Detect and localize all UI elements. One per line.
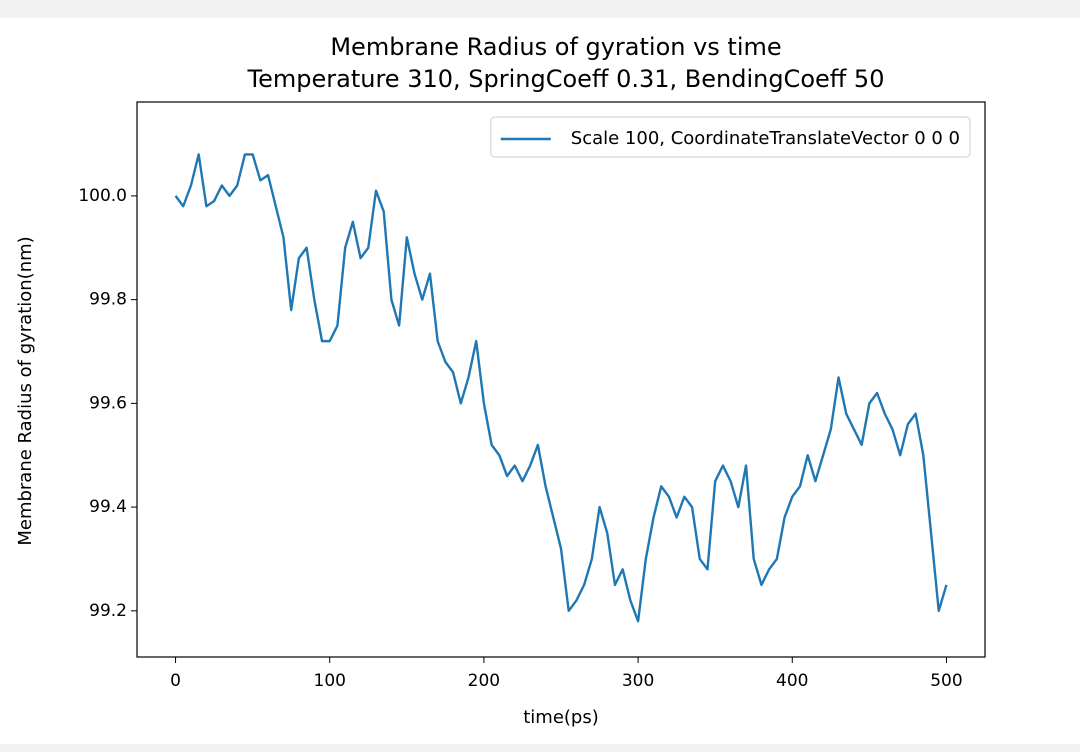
legend-label: Scale 100, CoordinateTranslateVector 0 0… (571, 128, 960, 149)
chart: Membrane Radius of gyration vs time Temp… (0, 18, 1080, 744)
x-tick-label: 400 (776, 671, 808, 691)
y-axis-label: Membrane Radius of gyration(nm) (15, 236, 36, 545)
y-tick-label: 99.6 (89, 393, 127, 413)
x-tick-label: 300 (622, 671, 654, 691)
y-tick-label: 100.0 (78, 186, 127, 206)
plot-frame (136, 101, 986, 658)
x-tick-label: 100 (314, 671, 346, 691)
x-axis-label: time(ps) (523, 707, 599, 728)
chart-subtitle: Temperature 310, SpringCoeff 0.31, Bendi… (247, 65, 885, 93)
y-tick-label: 99.2 (89, 601, 127, 621)
y-tick-label: 99.4 (89, 497, 127, 517)
x-tick-label: 0 (170, 671, 181, 691)
y-tick-label: 99.8 (89, 290, 127, 310)
legend-box (490, 116, 971, 158)
data-line (174, 153, 948, 623)
x-tick-label: 500 (930, 671, 962, 691)
chart-title: Membrane Radius of gyration vs time (330, 33, 781, 61)
x-tick-label: 200 (468, 671, 500, 691)
